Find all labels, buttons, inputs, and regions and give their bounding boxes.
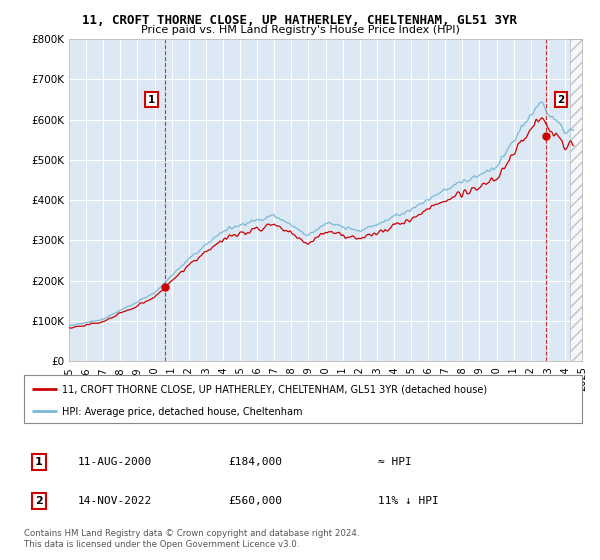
Text: ≈ HPI: ≈ HPI bbox=[378, 457, 412, 467]
Polygon shape bbox=[570, 39, 582, 361]
Text: 11, CROFT THORNE CLOSE, UP HATHERLEY, CHELTENHAM, GL51 3YR: 11, CROFT THORNE CLOSE, UP HATHERLEY, CH… bbox=[83, 14, 517, 27]
Text: 11-AUG-2000: 11-AUG-2000 bbox=[78, 457, 152, 467]
Text: 1: 1 bbox=[148, 95, 155, 105]
Text: 1: 1 bbox=[35, 457, 43, 467]
Text: Contains HM Land Registry data © Crown copyright and database right 2024.: Contains HM Land Registry data © Crown c… bbox=[24, 529, 359, 538]
Text: £184,000: £184,000 bbox=[228, 457, 282, 467]
Text: 14-NOV-2022: 14-NOV-2022 bbox=[78, 496, 152, 506]
Text: 11, CROFT THORNE CLOSE, UP HATHERLEY, CHELTENHAM, GL51 3YR (detached house): 11, CROFT THORNE CLOSE, UP HATHERLEY, CH… bbox=[62, 385, 487, 394]
FancyBboxPatch shape bbox=[24, 375, 582, 423]
Text: 2: 2 bbox=[35, 496, 43, 506]
Text: Price paid vs. HM Land Registry's House Price Index (HPI): Price paid vs. HM Land Registry's House … bbox=[140, 25, 460, 35]
Text: This data is licensed under the Open Government Licence v3.0.: This data is licensed under the Open Gov… bbox=[24, 540, 299, 549]
Text: £560,000: £560,000 bbox=[228, 496, 282, 506]
Text: HPI: Average price, detached house, Cheltenham: HPI: Average price, detached house, Chel… bbox=[62, 407, 302, 417]
Text: 11% ↓ HPI: 11% ↓ HPI bbox=[378, 496, 439, 506]
Text: 2: 2 bbox=[557, 95, 565, 105]
